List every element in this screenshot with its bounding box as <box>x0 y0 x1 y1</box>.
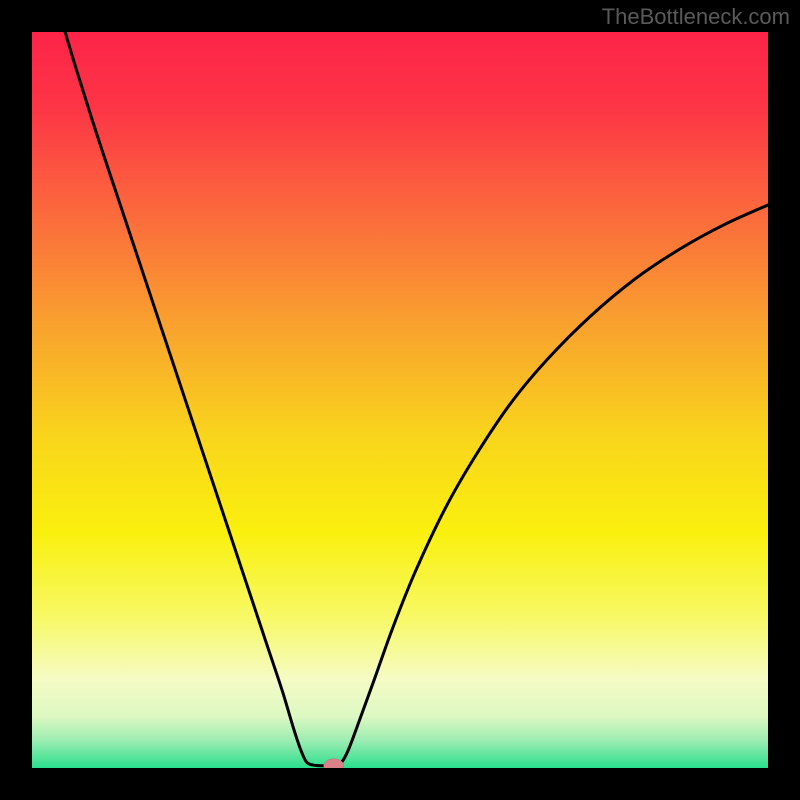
watermark-text: TheBottleneck.com <box>602 4 790 30</box>
chart-frame <box>0 0 800 800</box>
bottleneck-chart <box>0 0 800 800</box>
plot-background-gradient <box>32 32 768 768</box>
